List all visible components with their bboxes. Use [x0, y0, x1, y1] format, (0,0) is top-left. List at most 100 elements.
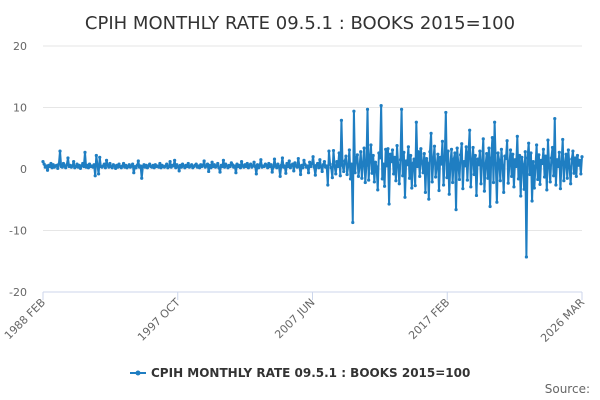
data-point[interactable]: [519, 194, 523, 198]
data-point[interactable]: [532, 186, 536, 190]
data-point[interactable]: [435, 163, 439, 167]
data-point[interactable]: [320, 169, 324, 174]
data-point[interactable]: [177, 169, 181, 173]
data-point[interactable]: [284, 171, 288, 175]
data-point[interactable]: [95, 163, 100, 167]
data-point[interactable]: [544, 154, 548, 158]
data-point[interactable]: [378, 156, 382, 160]
data-point[interactable]: [246, 166, 250, 170]
data-point[interactable]: [308, 160, 312, 164]
data-point[interactable]: [91, 165, 95, 169]
data-point[interactable]: [186, 161, 190, 166]
data-point[interactable]: [392, 172, 396, 176]
data-point[interactable]: [485, 152, 489, 156]
data-point[interactable]: [457, 177, 462, 182]
credits[interactable]: Source:: [545, 382, 590, 396]
data-point[interactable]: [521, 163, 525, 167]
data-point[interactable]: [406, 145, 410, 149]
data-point[interactable]: [228, 164, 232, 169]
data-point[interactable]: [287, 159, 291, 163]
data-point[interactable]: [488, 204, 492, 209]
data-point[interactable]: [318, 158, 322, 162]
data-point[interactable]: [429, 131, 433, 135]
data-point[interactable]: [574, 174, 578, 178]
data-point[interactable]: [238, 166, 243, 170]
data-point[interactable]: [449, 147, 454, 151]
data-point[interactable]: [481, 137, 485, 141]
data-point[interactable]: [233, 164, 237, 168]
data-point[interactable]: [402, 150, 406, 154]
data-point[interactable]: [321, 163, 325, 167]
data-point[interactable]: [541, 147, 546, 151]
data-point[interactable]: [437, 188, 441, 193]
data-point[interactable]: [279, 163, 283, 167]
data-point[interactable]: [455, 146, 459, 150]
data-point[interactable]: [428, 150, 432, 154]
data-point[interactable]: [336, 164, 340, 169]
data-point[interactable]: [70, 164, 75, 168]
data-point[interactable]: [369, 143, 373, 147]
data-point[interactable]: [500, 163, 505, 167]
data-point[interactable]: [377, 151, 381, 155]
data-point[interactable]: [376, 188, 380, 192]
data-point[interactable]: [404, 159, 408, 163]
data-point[interactable]: [434, 175, 438, 179]
data-point[interactable]: [528, 172, 532, 177]
data-point[interactable]: [555, 158, 559, 162]
data-point[interactable]: [531, 160, 535, 164]
data-point[interactable]: [563, 162, 567, 166]
data-point[interactable]: [472, 172, 476, 177]
data-point[interactable]: [218, 170, 222, 174]
data-point[interactable]: [234, 171, 238, 175]
data-point[interactable]: [87, 162, 92, 166]
data-point[interactable]: [561, 137, 565, 142]
data-point[interactable]: [530, 199, 534, 203]
data-point[interactable]: [390, 148, 395, 152]
data-point[interactable]: [447, 192, 451, 196]
data-point[interactable]: [463, 164, 467, 168]
data-point[interactable]: [66, 156, 70, 160]
data-point[interactable]: [42, 162, 46, 166]
data-point[interactable]: [280, 156, 285, 160]
data-point[interactable]: [350, 162, 354, 166]
data-point[interactable]: [131, 162, 135, 166]
data-point[interactable]: [305, 164, 309, 168]
data-point[interactable]: [104, 158, 109, 162]
data-point[interactable]: [524, 255, 529, 259]
data-point[interactable]: [359, 150, 363, 154]
data-point[interactable]: [495, 200, 499, 204]
data-point[interactable]: [545, 188, 549, 192]
data-point[interactable]: [546, 138, 550, 142]
data-point[interactable]: [486, 176, 490, 180]
data-point[interactable]: [424, 156, 429, 161]
data-point[interactable]: [478, 149, 482, 153]
data-point[interactable]: [258, 163, 262, 167]
data-point[interactable]: [329, 166, 333, 170]
data-point[interactable]: [45, 168, 50, 172]
data-point[interactable]: [452, 157, 456, 161]
data-point[interactable]: [158, 161, 162, 166]
data-point[interactable]: [306, 171, 311, 175]
data-point[interactable]: [41, 160, 45, 164]
data-point[interactable]: [363, 180, 367, 185]
data-point[interactable]: [386, 147, 390, 151]
data-point[interactable]: [421, 171, 425, 175]
data-point[interactable]: [552, 174, 556, 178]
data-point[interactable]: [419, 147, 423, 151]
data-point[interactable]: [190, 163, 194, 167]
data-point[interactable]: [354, 156, 358, 160]
data-point[interactable]: [396, 163, 400, 167]
data-point[interactable]: [270, 170, 274, 174]
data-point[interactable]: [108, 161, 112, 166]
data-point[interactable]: [508, 148, 513, 152]
data-point[interactable]: [498, 179, 502, 183]
data-point[interactable]: [300, 163, 304, 167]
data-point[interactable]: [464, 145, 468, 149]
data-point[interactable]: [217, 166, 221, 170]
data-point[interactable]: [249, 162, 253, 166]
data-point[interactable]: [103, 166, 108, 170]
data-point[interactable]: [502, 190, 506, 194]
data-point[interactable]: [491, 180, 496, 185]
data-point[interactable]: [301, 166, 305, 170]
data-point[interactable]: [577, 163, 581, 167]
